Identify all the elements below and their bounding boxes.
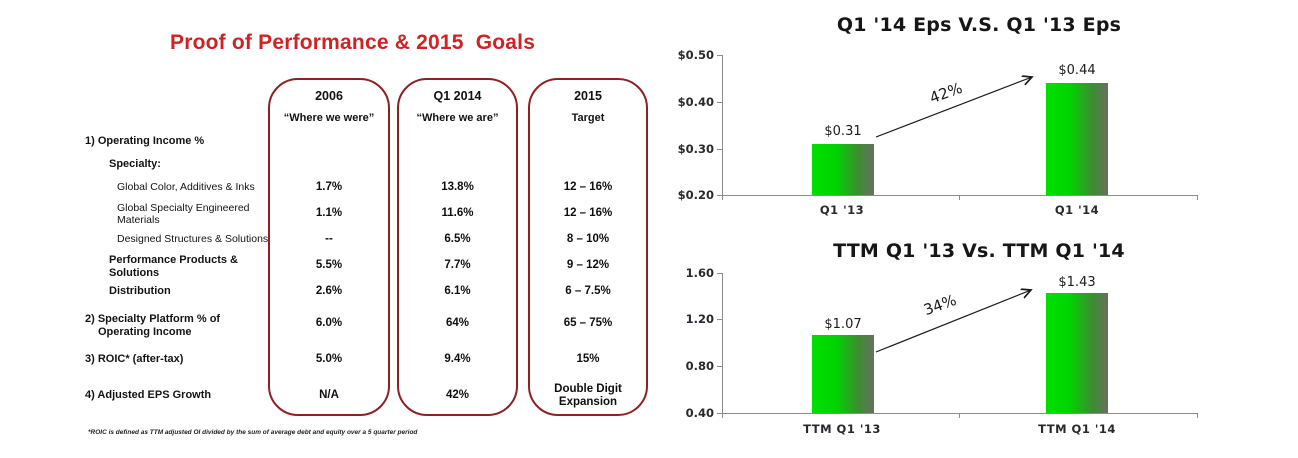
row-label-global-color: Global Color, Additives & Inks <box>117 181 255 193</box>
row-label-designed-structures: Designed Structures & Solutions <box>117 233 269 245</box>
bar-q1-13 <box>812 144 874 195</box>
chart2-xtickmark <box>1197 414 1198 418</box>
value-pps-q114: 7.7% <box>444 259 471 271</box>
chart-ttm-eps: TTM Q1 '13 Vs. TTM Q1 '14 1.60 1.20 0.80… <box>660 218 1298 458</box>
column-subtitle-2015: Target <box>571 112 605 124</box>
chart1-ytick-050: $0.50 <box>677 48 714 62</box>
chart2-ytick-040: 0.40 <box>685 406 714 420</box>
chart2-ytick-120: 1.20 <box>685 312 714 326</box>
growth-percent-label: 34% <box>921 290 959 320</box>
value-eps-q114: 42% <box>445 389 470 401</box>
chart2-ytickmark <box>717 273 722 274</box>
column-box-q1-2014: Q1 2014 “Where we are” <box>397 78 518 416</box>
value-roic-2015: 15% <box>576 353 600 365</box>
column-subtitle-2006: “Where we were” <box>283 112 375 124</box>
value-distribution-2006: 2.6% <box>315 285 343 297</box>
chart1-y-axis-line <box>722 55 723 196</box>
row-label-specialty-platform: 2) Specialty Platform % of Operating Inc… <box>85 313 221 338</box>
column-header-q1-2014: Q1 2014 <box>433 89 482 103</box>
value-eps-2006: N/A <box>319 389 339 401</box>
value-dss-2006: -- <box>325 233 333 245</box>
value-global-color-2006: 1.7% <box>315 181 343 193</box>
bar-value-label-ttm-q1-13: $1.07 <box>824 317 862 332</box>
chart2-category-ttm-q1-14: TTM Q1 '14 <box>1038 422 1116 436</box>
value-platform-q114: 64% <box>445 317 470 329</box>
value-pps-2015: 9 – 12% <box>566 259 610 271</box>
chart1-xtickmark <box>722 196 723 200</box>
chart1-category-q1-14: Q1 '14 <box>1054 203 1100 217</box>
chart2-x-axis-line <box>722 413 1198 414</box>
column-header-2015: 2015 <box>574 89 602 103</box>
value-global-color-2015: 12 – 16% <box>563 181 613 193</box>
bar-ttm-q1-13 <box>812 335 874 413</box>
row-label-eps-growth: 4) Adjusted EPS Growth <box>85 389 212 401</box>
value-roic-2006: 5.0% <box>315 353 343 365</box>
value-roic-q114: 9.4% <box>444 353 471 365</box>
value-platform-2006: 6.0% <box>315 317 343 329</box>
chart2-y-axis-line <box>722 273 723 413</box>
value-dss-q114: 6.5% <box>444 233 471 245</box>
chart2-title: TTM Q1 '13 Vs. TTM Q1 '14 <box>833 240 1125 262</box>
chart2-ytickmark <box>717 366 722 367</box>
chart1-x-axis-line <box>722 195 1198 196</box>
chart1-category-q1-13: Q1 '13 <box>819 203 865 217</box>
chart2-xtickmark <box>959 414 960 418</box>
column-header-2006: 2006 <box>315 89 343 103</box>
roic-footnote: *ROIC is defined as TTM adjusted OI divi… <box>88 429 418 436</box>
row-label-global-specialty-engineered: Global Specialty Engineered Materials <box>117 202 250 226</box>
value-global-color-q114: 13.8% <box>441 181 474 193</box>
value-platform-2015: 65 – 75% <box>563 317 613 329</box>
value-gsem-2006: 1.1% <box>315 207 343 219</box>
chart2-ytickmark <box>717 413 722 414</box>
chart1-title: Q1 '14 Eps V.S. Q1 '13 Eps <box>836 14 1122 36</box>
column-box-2015: 2015 Target <box>528 78 648 416</box>
chart1-ytickmark <box>717 102 722 103</box>
slide-title: Proof of Performance & 2015 Goals <box>170 31 536 54</box>
value-gsem-2015: 12 – 16% <box>563 207 613 219</box>
chart1-ytickmark <box>717 195 722 196</box>
bar-value-label-q1-14: $0.44 <box>1058 63 1096 78</box>
chart1-ytickmark <box>717 55 722 56</box>
growth-percent-label: 42% <box>927 78 965 108</box>
value-gsem-q114: 11.6% <box>441 207 474 219</box>
chart1-xtickmark <box>1197 196 1198 200</box>
bar-ttm-q1-14 <box>1046 293 1108 413</box>
row-label-distribution: Distribution <box>109 285 171 297</box>
chart2-ytick-160: 1.60 <box>685 266 714 280</box>
chart-q1-eps: Q1 '14 Eps V.S. Q1 '13 Eps $0.50 $0.40 $… <box>660 0 1298 228</box>
bar-q1-14 <box>1046 83 1108 195</box>
value-dss-2015: 8 – 10% <box>566 233 610 245</box>
bar-value-label-q1-13: $0.31 <box>824 124 862 139</box>
chart2-ytickmark <box>717 319 722 320</box>
row-label-specialty: Specialty: <box>109 158 161 170</box>
chart2-ytick-080: 0.80 <box>685 359 714 373</box>
value-pps-2006: 5.5% <box>315 259 343 271</box>
chart1-xtickmark <box>959 196 960 200</box>
value-eps-2015: Double Digit Expansion <box>554 383 622 408</box>
column-subtitle-q1-2014: “Where we are” <box>416 112 499 124</box>
chart1-ytick-020: $0.20 <box>677 188 714 202</box>
column-box-2006: 2006 “Where we were” <box>268 78 390 416</box>
chart2-category-ttm-q1-13: TTM Q1 '13 <box>803 422 881 436</box>
value-distribution-q114: 6.1% <box>444 285 471 297</box>
chart1-ytickmark <box>717 149 722 150</box>
chart1-ytick-030: $0.30 <box>677 142 714 156</box>
value-distribution-2015: 6 – 7.5% <box>565 285 611 297</box>
row-label-performance-products: Performance Products & Solutions <box>109 254 238 279</box>
row-label-roic: 3) ROIC* (after-tax) <box>85 353 184 365</box>
row-label-operating-income: 1) Operating Income % <box>85 135 205 147</box>
bar-value-label-ttm-q1-14: $1.43 <box>1058 275 1096 290</box>
chart1-ytick-040: $0.40 <box>677 95 714 109</box>
chart2-xtickmark <box>722 414 723 418</box>
